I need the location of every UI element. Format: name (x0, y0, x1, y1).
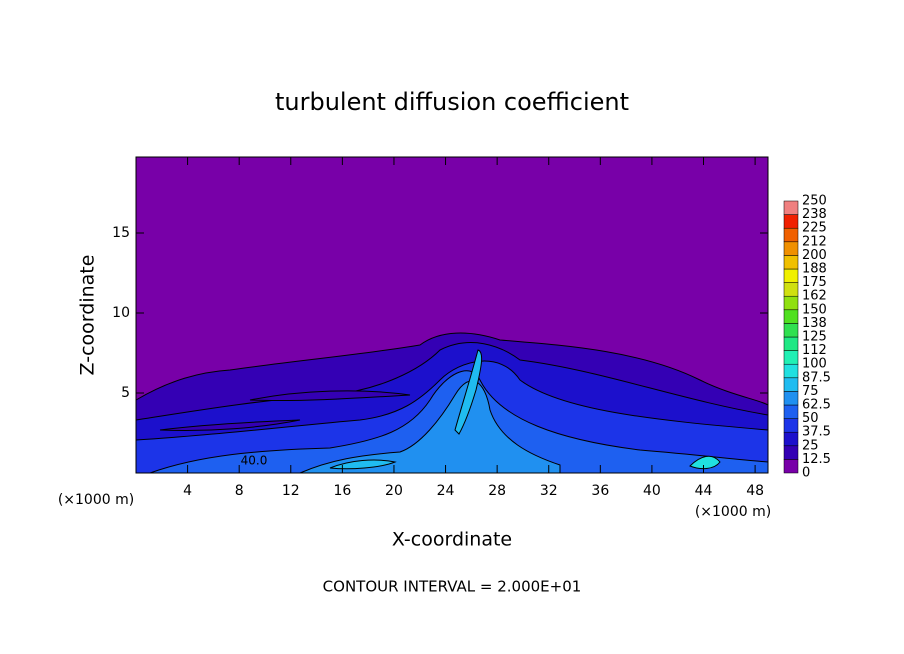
colorbar-band (783, 404, 799, 419)
y-tick-label: 5 (121, 385, 130, 401)
contour-field (135, 157, 769, 474)
colorbar-tick-label: 212 (802, 234, 827, 249)
x-tick-label: 24 (437, 483, 455, 499)
colorbar-tick-label: 62.5 (802, 398, 831, 413)
plot-frame (135, 156, 769, 474)
field-region (689, 455, 721, 470)
colorbar-band (783, 377, 799, 392)
colorbar-tick-label: 138 (802, 316, 827, 331)
field-region (329, 459, 397, 470)
x-tick-label: 44 (695, 483, 713, 499)
chart-title: turbulent diffusion coefficient (275, 88, 629, 116)
colorbar-band (783, 418, 799, 433)
colorbar-band (783, 363, 799, 379)
x-unit: (×1000 m) (695, 504, 771, 520)
colorbar-tick-label: 150 (802, 302, 827, 317)
colorbar-band (783, 227, 799, 243)
x-tick-label: 28 (488, 483, 506, 499)
colorbar-tick-label: 50 (802, 411, 819, 426)
colorbar-tick-label: 25 (802, 438, 819, 453)
colorbar-tick-label: 37.5 (802, 425, 831, 440)
x-tick-label: 20 (385, 483, 403, 499)
colorbar-tick-label: 175 (802, 275, 827, 290)
x-unit: (×1000 m) (58, 492, 134, 508)
x-tick-label: 12 (282, 483, 300, 499)
colorbar-tick-label: 100 (802, 357, 827, 372)
colorbar-band (783, 295, 799, 311)
colorbar-band (783, 445, 799, 460)
colorbar-tick-label: 200 (802, 248, 827, 263)
colorbar-band (783, 214, 799, 229)
x-tick-label: 4 (183, 483, 192, 499)
x-tick-label: 36 (591, 483, 609, 499)
x-tick-label: 40 (643, 483, 661, 499)
colorbar-band (783, 268, 799, 283)
field-region (159, 419, 301, 432)
field-region (454, 349, 483, 435)
colorbar-tick-label: 87.5 (802, 370, 831, 385)
x-axis-label: X-coordinate (392, 529, 512, 551)
colorbar-band (783, 309, 799, 324)
colorbar-tick-label: 112 (802, 343, 827, 358)
colorbar-band (783, 350, 799, 365)
colorbar-band (783, 323, 799, 338)
colorbar-band (783, 391, 799, 406)
colorbar-band (783, 200, 799, 215)
field-region (249, 390, 411, 402)
colorbar-tick-label: 125 (802, 330, 827, 345)
x-tick-label: 16 (333, 483, 351, 499)
field-region (299, 380, 561, 474)
colorbar-tick-label: 12.5 (802, 452, 831, 467)
colorbar-tick-label: 238 (802, 207, 827, 222)
x-tick-label: 8 (235, 483, 244, 499)
colorbar-tick-label: 75 (802, 384, 819, 399)
x-tick-label: 48 (746, 483, 764, 499)
colorbar-band (783, 431, 799, 447)
colorbar-tick-label: 162 (802, 289, 827, 304)
colorbar-band (783, 459, 799, 474)
colorbar-band (783, 241, 799, 256)
colorbar-tick-label: 225 (802, 221, 827, 236)
colorbar-tick-label: 0 (802, 466, 810, 481)
colorbar-band (783, 255, 799, 270)
y-tick-label: 15 (112, 225, 130, 241)
colorbar-band (783, 282, 799, 297)
colorbar-band (783, 336, 799, 351)
x-tick-label: 32 (540, 483, 558, 499)
contour-label: 40.0 (241, 454, 268, 468)
footer-note: CONTOUR INTERVAL = 2.000E+01 (323, 578, 582, 596)
y-axis-label: Z-coordinate (77, 255, 99, 376)
colorbar-tick-label: 250 (802, 194, 827, 209)
colorbar-tick-label: 188 (802, 262, 827, 277)
y-tick-label: 10 (112, 305, 130, 321)
